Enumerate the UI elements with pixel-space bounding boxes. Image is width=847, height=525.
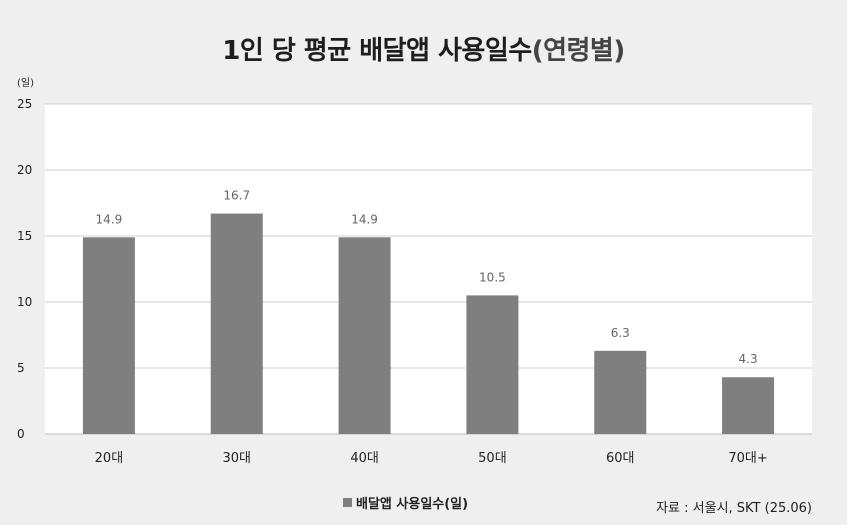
source-note: 자료 : 서울시, SKT (25.06)	[656, 501, 812, 516]
data-label: 14.9	[96, 212, 123, 226]
data-label: 6.3	[611, 326, 630, 340]
x-tick-label: 70대+	[728, 451, 767, 466]
chart-title-sub: (연령별)	[531, 36, 626, 66]
bar	[338, 237, 391, 434]
y-tick-label: 25	[17, 97, 32, 111]
bar	[594, 350, 647, 434]
bar	[210, 213, 263, 434]
data-label: 14.9	[351, 212, 378, 226]
chart-title-main: 1인 당 평균 배달앱 사용일수	[222, 36, 532, 66]
y-tick-label: 15	[17, 229, 32, 243]
y-tick-label: 0	[17, 427, 25, 441]
data-label: 10.5	[479, 270, 506, 284]
x-tick-label: 30대	[222, 451, 251, 466]
x-tick-label: 40대	[350, 451, 379, 466]
y-axis-unit: (일)	[17, 78, 35, 89]
bar	[722, 377, 775, 434]
plot-area	[45, 104, 812, 434]
legend: 배달앱 사용일수(일)	[343, 493, 468, 512]
x-tick-label: 60대	[606, 451, 635, 466]
y-tick-label: 20	[17, 163, 32, 177]
bar	[466, 295, 519, 434]
x-tick-label: 20대	[95, 451, 124, 466]
legend-label: 배달앱 사용일수(일)	[356, 497, 469, 512]
chart-title: 1인 당 평균 배달앱 사용일수(연령별)	[0, 30, 847, 67]
y-tick-label: 10	[17, 295, 32, 309]
bar	[82, 237, 135, 434]
data-label: 16.7	[223, 189, 250, 203]
x-tick-label: 50대	[478, 451, 507, 466]
y-tick-label: 5	[17, 361, 25, 375]
data-label: 4.3	[739, 352, 758, 366]
legend-swatch	[343, 498, 352, 507]
